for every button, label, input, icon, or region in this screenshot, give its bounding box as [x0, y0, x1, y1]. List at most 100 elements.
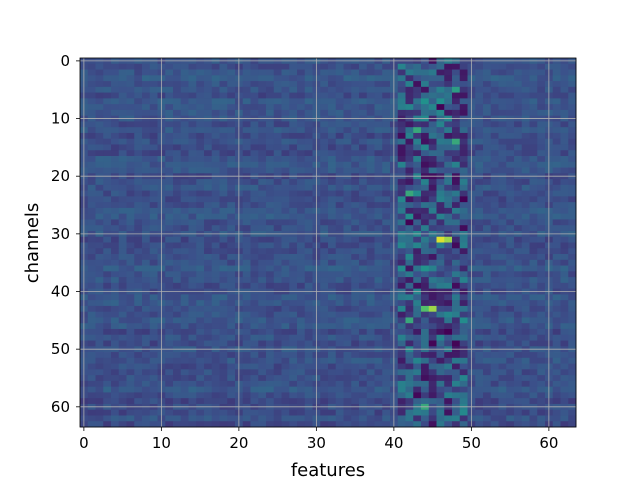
heatmap-cell: [552, 323, 561, 330]
heatmap-cell: [250, 282, 259, 290]
heatmap-cell: [173, 184, 182, 192]
heatmap-cell: [250, 86, 259, 93]
heatmap-cell: [196, 213, 205, 220]
heatmap-cell: [351, 104, 360, 111]
heatmap-cell: [459, 81, 468, 88]
heatmap-cell: [227, 219, 236, 226]
heatmap-cell: [266, 69, 275, 76]
heatmap-cell: [281, 202, 290, 209]
heatmap-cell: [514, 121, 523, 128]
heatmap-cell: [281, 69, 290, 76]
heatmap-cell: [281, 271, 290, 278]
heatmap-cell: [452, 242, 461, 249]
heatmap-cell: [281, 225, 290, 232]
heatmap-cell: [219, 138, 228, 145]
heatmap-cell: [273, 236, 282, 243]
heatmap-cell: [428, 363, 437, 370]
heatmap-cell: [266, 156, 275, 163]
heatmap-cell: [258, 375, 267, 382]
heatmap-cell: [374, 300, 383, 307]
heatmap-cell: [366, 254, 375, 261]
heatmap-cell: [529, 161, 538, 168]
heatmap-cell: [273, 156, 282, 163]
heatmap-cell: [173, 340, 182, 347]
heatmap-cell: [498, 380, 507, 388]
heatmap-cell: [405, 144, 414, 151]
heatmap-cell: [421, 334, 430, 341]
heatmap-cell: [242, 271, 251, 278]
heatmap-cell: [490, 150, 499, 157]
heatmap-cell: [537, 225, 546, 232]
heatmap-cell: [304, 167, 313, 174]
heatmap-cell: [436, 144, 445, 151]
heatmap-cell: [359, 254, 368, 261]
heatmap-cell: [452, 161, 461, 168]
heatmap-cell: [111, 421, 120, 428]
heatmap-cell: [180, 98, 189, 105]
heatmap-cell: [483, 340, 492, 347]
heatmap-cell: [351, 132, 360, 140]
heatmap-cell: [483, 86, 492, 93]
heatmap-cell: [475, 132, 484, 140]
heatmap-cell: [95, 317, 104, 324]
heatmap-cell: [95, 421, 104, 428]
heatmap-cell: [335, 196, 344, 203]
heatmap-cell: [452, 421, 461, 428]
heatmap-cell: [242, 380, 251, 388]
heatmap-cell: [552, 132, 561, 140]
heatmap-cell: [134, 271, 143, 278]
heatmap-cell: [165, 202, 174, 209]
heatmap-cell: [320, 156, 329, 163]
heatmap-cell: [180, 207, 189, 215]
heatmap-cell: [568, 190, 577, 197]
heatmap-cell: [366, 398, 375, 405]
heatmap-cell: [165, 282, 174, 290]
heatmap-cell: [165, 150, 174, 157]
heatmap-cell: [452, 323, 461, 330]
heatmap-cell: [242, 352, 251, 359]
heatmap-cell: [568, 363, 577, 370]
heatmap-cell: [188, 69, 197, 76]
heatmap-cell: [304, 323, 313, 330]
heatmap-cell: [335, 109, 344, 117]
heatmap-cell: [165, 69, 174, 76]
heatmap-cell: [560, 282, 569, 290]
heatmap-cell: [188, 248, 197, 255]
heatmap-cell: [134, 317, 143, 324]
heatmap-cell: [111, 398, 120, 405]
heatmap-cell: [126, 248, 135, 255]
heatmap-cell: [118, 132, 127, 140]
heatmap-cell: [452, 409, 461, 416]
heatmap-cell: [529, 380, 538, 388]
heatmap-cell: [95, 219, 104, 226]
heatmap-cell: [444, 98, 453, 105]
heatmap-cell: [514, 415, 523, 422]
heatmap-cell: [103, 352, 112, 359]
heatmap-cell: [552, 219, 561, 226]
heatmap-cell: [258, 202, 267, 209]
heatmap-cell: [149, 398, 158, 405]
heatmap-cell: [366, 380, 375, 388]
heatmap-cell: [289, 352, 298, 359]
heatmap-cell: [258, 92, 267, 99]
heatmap-cell: [103, 202, 112, 209]
heatmap-cell: [382, 86, 391, 93]
heatmap-cell: [304, 409, 313, 416]
heatmap-cell: [258, 277, 267, 284]
heatmap-cell: [560, 225, 569, 232]
heatmap-cell: [242, 156, 251, 163]
heatmap-cell: [506, 236, 515, 243]
heatmap-cell: [266, 150, 275, 157]
heatmap-cell: [397, 357, 406, 364]
heatmap-cell: [289, 75, 298, 82]
heatmap-cell: [343, 167, 352, 174]
heatmap-cell: [529, 69, 538, 76]
heatmap-cell: [506, 81, 515, 88]
heatmap-cell: [374, 179, 383, 186]
heatmap-cell: [351, 179, 360, 186]
heatmap-cell: [258, 392, 267, 399]
heatmap-cell: [382, 375, 391, 382]
heatmap-cell: [242, 63, 251, 70]
heatmap-cell: [134, 150, 143, 157]
heatmap-cell: [242, 375, 251, 382]
